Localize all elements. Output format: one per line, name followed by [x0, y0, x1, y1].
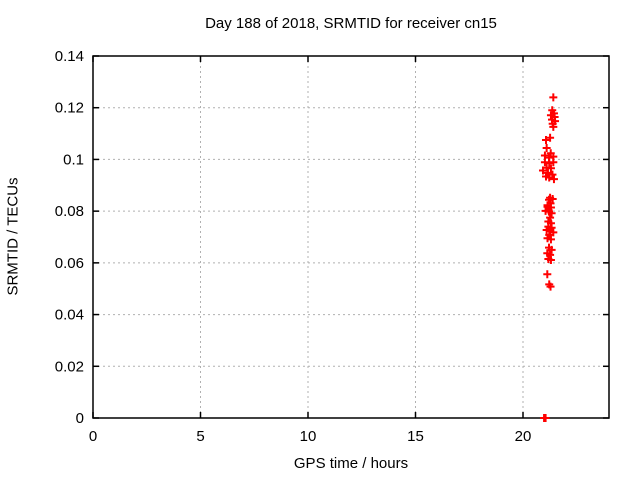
data-point-marker [543, 270, 552, 279]
y-tick-label: 0.04 [55, 307, 84, 324]
data-point-marker [549, 228, 558, 237]
plot-border [92, 55, 610, 419]
x-tick-label: 10 [300, 428, 317, 445]
x-tick-label: 5 [196, 428, 204, 445]
y-axis-label: SRMTID / TECUs [4, 177, 22, 296]
data-point-marker [545, 173, 554, 182]
data-point-marker [542, 144, 551, 153]
x-tick-label: 15 [407, 428, 424, 445]
y-tick-label: 0.08 [55, 203, 84, 220]
y-tick-label: 0.06 [55, 255, 84, 272]
y-tick-label: 0.02 [55, 358, 84, 375]
y-tick-label: 0.12 [55, 100, 84, 117]
data-point-marker [541, 414, 550, 422]
x-tick-label: 0 [89, 428, 97, 445]
data-point-marker [546, 235, 555, 244]
chart-title: Day 188 of 2018, SRMTID for receiver cn1… [205, 15, 497, 32]
data-point-marker [546, 164, 555, 173]
data-point-marker [540, 151, 549, 160]
x-axis-label: GPS time / hours [293, 455, 409, 472]
data-point-marker [546, 282, 555, 291]
data-point-marker [549, 175, 558, 184]
data-point-marker [542, 136, 551, 145]
y-tick-label: 0.14 [55, 48, 84, 65]
data-point-marker [546, 256, 555, 265]
data-point-marker [546, 133, 555, 142]
data-point-marker [549, 93, 558, 102]
y-tick-label: 0 [76, 410, 84, 427]
data-point-marker [547, 209, 556, 218]
y-tick-label: 0.1 [63, 151, 84, 168]
data-point-marker [547, 245, 556, 254]
x-tick-label: 20 [515, 428, 532, 445]
data-point-marker [549, 122, 558, 131]
data-point-marker [538, 166, 547, 175]
data-point-marker [545, 159, 554, 168]
